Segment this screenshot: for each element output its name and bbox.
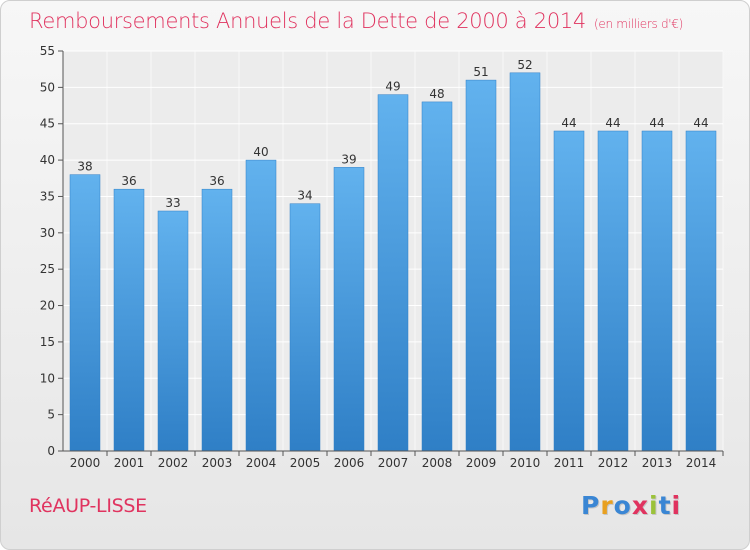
logo-letter: o	[613, 491, 632, 520]
y-tick-label: 40	[40, 153, 55, 167]
x-tick-label: 2005	[290, 456, 321, 470]
x-tick-label: 2000	[70, 456, 101, 470]
data-label: 48	[429, 87, 444, 101]
x-tick-label: 2008	[422, 456, 453, 470]
y-tick-label: 45	[40, 117, 55, 131]
data-label: 36	[209, 174, 224, 188]
bar	[465, 79, 497, 452]
x-tick-label: 2004	[246, 456, 277, 470]
bar	[113, 188, 145, 452]
data-label: 40	[253, 145, 268, 159]
y-tick-label: 5	[47, 408, 55, 422]
logo-letter: x	[631, 491, 649, 520]
x-tick-label: 2010	[510, 456, 541, 470]
logo-letter: i	[649, 491, 659, 520]
bar	[333, 167, 365, 452]
logo-letter: t	[658, 491, 672, 520]
bar	[509, 72, 541, 452]
bar	[201, 188, 233, 452]
bar	[553, 130, 585, 452]
bar	[157, 210, 189, 452]
data-label: 33	[165, 196, 180, 210]
y-tick-label: 50	[40, 80, 55, 94]
y-tick-label: 35	[40, 189, 55, 203]
bar	[597, 130, 629, 452]
data-label: 44	[561, 116, 576, 130]
x-tick-label: 2006	[334, 456, 365, 470]
data-label: 36	[121, 174, 136, 188]
y-tick-label: 20	[40, 299, 55, 313]
logo-letter: P	[581, 491, 601, 520]
y-tick-label: 10	[40, 371, 55, 385]
chart-title: Remboursements Annuels de la Dette de 20…	[29, 9, 683, 33]
chart-title-text: Remboursements Annuels de la Dette de 20…	[29, 9, 586, 33]
proxiti-logo[interactable]: Proxiti	[581, 491, 681, 520]
bar	[289, 203, 321, 452]
y-tick-label: 30	[40, 226, 55, 240]
bar	[641, 130, 673, 452]
logo-letter: i	[671, 491, 682, 520]
bar	[421, 101, 453, 452]
bar	[245, 159, 277, 452]
x-tick-label: 2011	[554, 456, 585, 470]
x-tick-label: 2001	[114, 456, 145, 470]
bar	[685, 130, 717, 452]
unit-note: (en milliers d'€)	[594, 17, 684, 31]
data-label: 38	[77, 160, 92, 174]
x-tick-label: 2007	[378, 456, 409, 470]
x-tick-label: 2012	[598, 456, 629, 470]
x-tick-label: 2009	[466, 456, 497, 470]
data-label: 44	[693, 116, 708, 130]
data-label: 39	[341, 152, 356, 166]
logo-letter: r	[600, 491, 614, 520]
bar	[69, 174, 101, 452]
data-label: 52	[517, 58, 532, 72]
y-tick-label: 55	[40, 44, 55, 58]
data-label: 34	[297, 189, 312, 203]
data-label: 51	[473, 65, 488, 79]
bar	[377, 94, 409, 452]
y-tick-label: 25	[40, 262, 55, 276]
x-tick-label: 2014	[686, 456, 717, 470]
x-tick-label: 2003	[202, 456, 233, 470]
data-label: 44	[649, 116, 664, 130]
y-tick-label: 15	[40, 335, 55, 349]
y-tick-label: 0	[47, 444, 55, 458]
data-label: 49	[385, 80, 400, 94]
data-label: 44	[605, 116, 620, 130]
commune-name: RéAUP-LISSE	[29, 495, 147, 517]
x-tick-label: 2002	[158, 456, 189, 470]
x-tick-label: 2013	[642, 456, 673, 470]
